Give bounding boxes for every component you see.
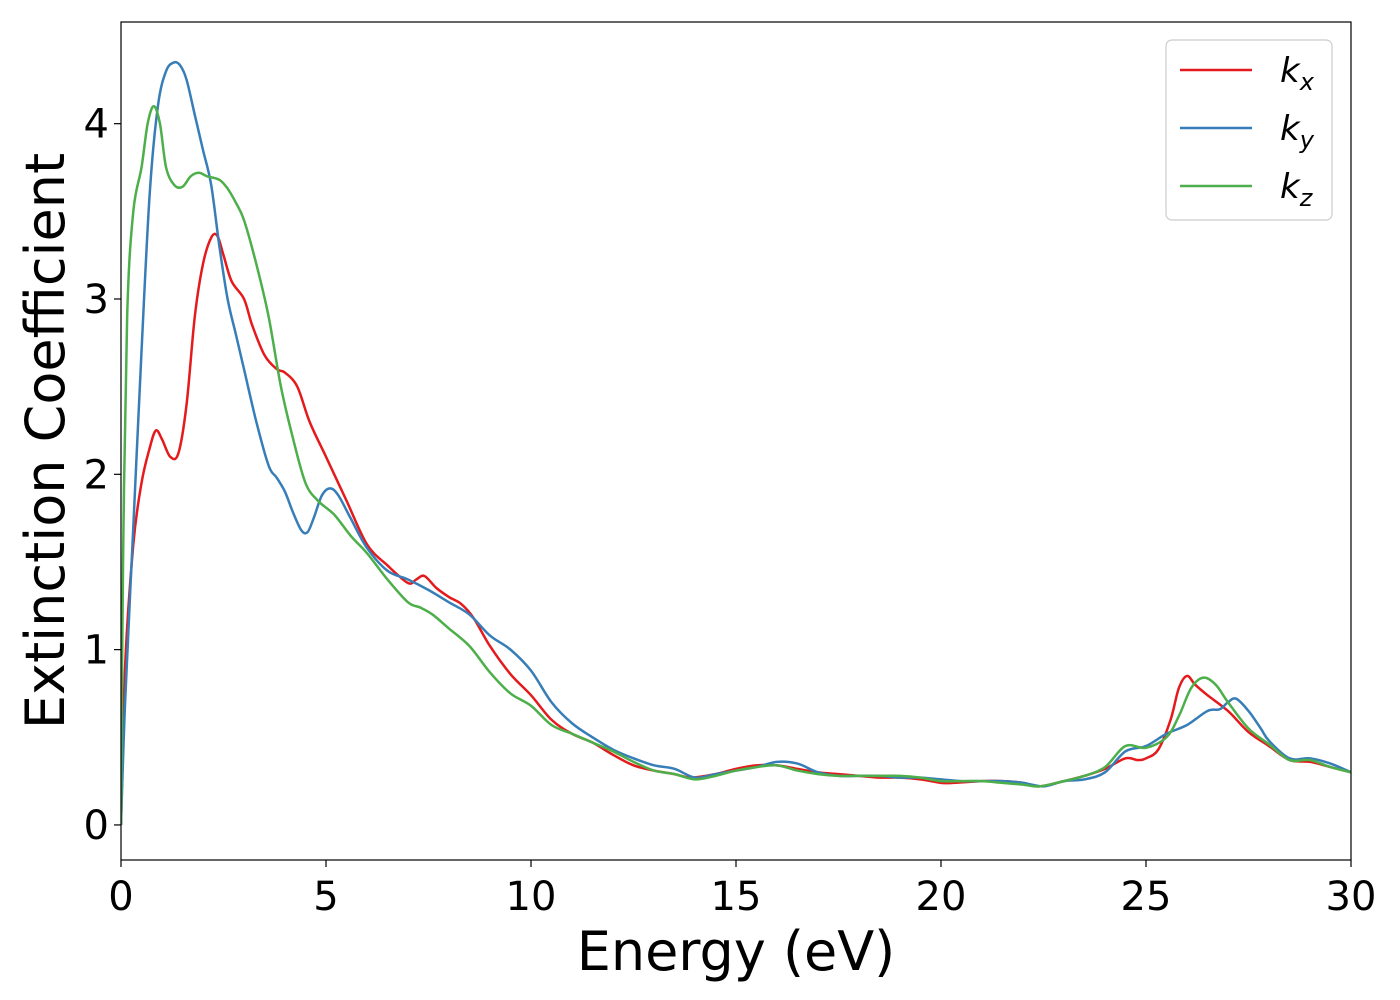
legend-label: kz — [1280, 167, 1314, 212]
y-tick-label: 4 — [84, 102, 109, 148]
legend: kx ky kz — [1165, 39, 1333, 221]
series-line-z — [121, 104, 1351, 825]
x-tick-label: 15 — [711, 874, 762, 920]
legend-entry-x: kx — [1180, 51, 1315, 96]
series-lines — [121, 60, 1351, 825]
x-ticks: 0 5 10 15 20 25 30 — [108, 860, 1376, 920]
legend-box — [1165, 39, 1333, 221]
x-tick-label: 0 — [108, 874, 133, 920]
legend-entry-y: ky — [1180, 109, 1315, 154]
x-tick-label: 10 — [506, 874, 557, 920]
y-tick-label: 1 — [84, 628, 109, 674]
y-tick-label: 3 — [84, 277, 109, 323]
x-tick-label: 25 — [1121, 874, 1172, 920]
x-tick-label: 30 — [1326, 874, 1377, 920]
y-tick-label: 2 — [84, 452, 109, 498]
legend-label: kx — [1280, 51, 1315, 96]
x-tick-label: 20 — [916, 874, 967, 920]
y-ticks: 0 1 2 3 4 — [84, 102, 121, 849]
series-line-x — [121, 232, 1351, 825]
x-axis-label: Energy (eV) — [577, 920, 896, 983]
y-tick-label: 0 — [84, 803, 109, 849]
y-axis-label: Extinction Coefficient — [14, 153, 77, 729]
legend-label: ky — [1280, 109, 1315, 154]
series-line-y — [121, 60, 1351, 825]
x-tick-label: 5 — [313, 874, 338, 920]
legend-entry-z: kz — [1180, 167, 1314, 212]
